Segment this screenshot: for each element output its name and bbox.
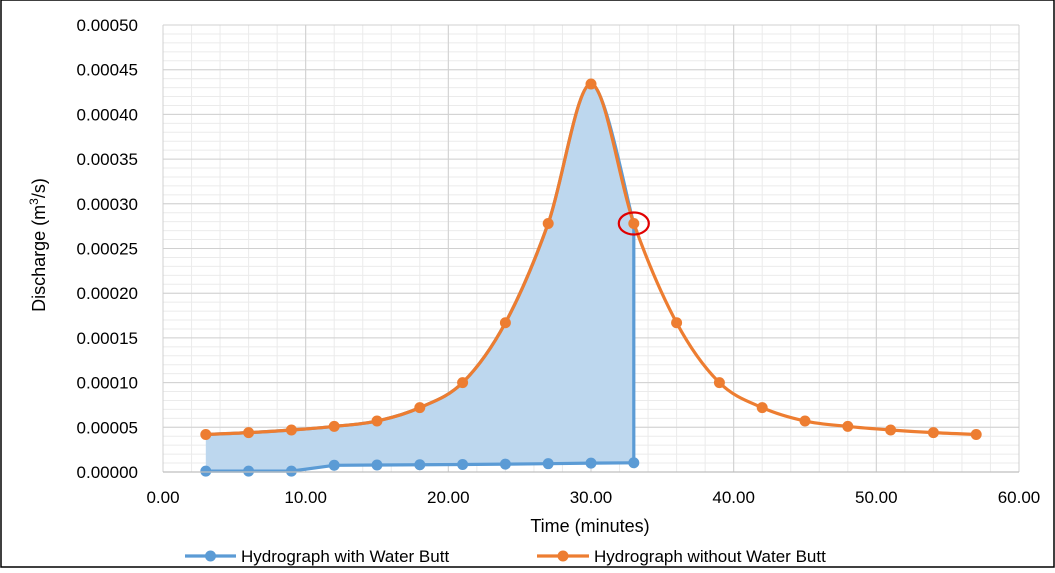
data-point-with-water-butt <box>328 459 340 471</box>
area-between-hydrographs <box>205 84 634 472</box>
x-tick-label: 50.00 <box>855 488 898 507</box>
y-tick-label: 0.00035 <box>77 150 138 169</box>
x-tick-label: 30.00 <box>570 488 613 507</box>
highlight-circle <box>617 211 650 236</box>
y-axis-title-main: Discharge (m <box>29 205 49 312</box>
x-tick-label: 10.00 <box>284 488 327 507</box>
data-point-without-water-butt <box>628 217 640 229</box>
data-point-with-water-butt <box>371 459 383 471</box>
y-tick-label: 0.00030 <box>77 195 138 214</box>
legend-label-without-water-butt: Hydrograph without Water Butt <box>594 547 826 566</box>
x-tick-label: 60.00 <box>998 488 1041 507</box>
data-point-with-water-butt <box>457 458 469 470</box>
data-point-with-water-butt <box>285 465 297 477</box>
data-point-with-water-butt <box>542 458 554 470</box>
annotations <box>617 211 650 236</box>
data-point-without-water-butt <box>200 428 212 440</box>
y-tick-label: 0.00020 <box>77 284 138 303</box>
data-point-without-water-butt <box>713 377 725 389</box>
data-point-with-water-butt <box>243 465 255 477</box>
data-point-without-water-butt <box>371 415 383 427</box>
data-point-without-water-butt <box>799 415 811 427</box>
y-tick-label: 0.00015 <box>77 329 138 348</box>
area-fill <box>205 84 634 472</box>
legend-entry-without-water-butt: Hydrograph without Water Butt <box>537 547 826 566</box>
y-tick-label: 0.00005 <box>77 418 138 437</box>
data-point-without-water-butt <box>585 78 597 90</box>
legend: Hydrograph with Water Butt Hydrograph wi… <box>185 547 826 566</box>
y-axis-title-superscript: 3 <box>27 198 41 205</box>
data-point-without-water-butt <box>842 420 854 432</box>
data-point-without-water-butt <box>285 424 297 436</box>
y-tick-label: 0.00000 <box>77 463 138 482</box>
legend-swatch-marker-with-water-butt <box>205 550 216 562</box>
data-point-without-water-butt <box>927 427 939 439</box>
x-tick-label: 40.00 <box>712 488 755 507</box>
y-tick-label: 0.00040 <box>77 105 138 124</box>
data-point-without-water-butt <box>457 377 469 389</box>
data-point-without-water-butt <box>970 428 982 440</box>
axes: 0.00 10.00 20.00 30.00 40.00 50.00 60.00 0.0000… <box>77 16 1041 507</box>
data-point-with-water-butt <box>499 458 511 470</box>
y-tick-label: 0.00010 <box>77 374 138 393</box>
x-tick-label: 0.00 <box>146 488 179 507</box>
y-tick-label: 0.00050 <box>77 16 138 35</box>
data-point-with-water-butt <box>414 459 426 471</box>
x-axis-title: Time (minutes) <box>530 516 649 536</box>
x-tick-label: 20.00 <box>427 488 470 507</box>
legend-label-with-water-butt: Hydrograph with Water Butt <box>241 547 449 566</box>
data-point-without-water-butt <box>542 217 554 229</box>
data-point-with-water-butt <box>628 457 640 469</box>
y-tick-label: 0.00045 <box>77 61 138 80</box>
series-markers <box>200 78 982 477</box>
data-point-without-water-butt <box>499 317 511 329</box>
data-point-with-water-butt <box>585 457 597 469</box>
legend-swatch-marker-without-water-butt <box>557 550 569 562</box>
data-point-without-water-butt <box>885 424 897 436</box>
data-point-without-water-butt <box>414 402 426 414</box>
legend-entry-with-water-butt: Hydrograph with Water Butt <box>185 547 449 566</box>
data-point-with-water-butt <box>200 465 212 477</box>
y-tick-label: 0.00025 <box>77 240 138 259</box>
y-axis-title: Discharge (m3/s) <box>27 178 49 312</box>
data-point-without-water-butt <box>756 402 768 414</box>
data-point-without-water-butt <box>328 420 340 432</box>
data-point-without-water-butt <box>243 427 255 439</box>
y-axis-title-tail: /s) <box>29 178 49 198</box>
data-point-without-water-butt <box>671 317 683 329</box>
